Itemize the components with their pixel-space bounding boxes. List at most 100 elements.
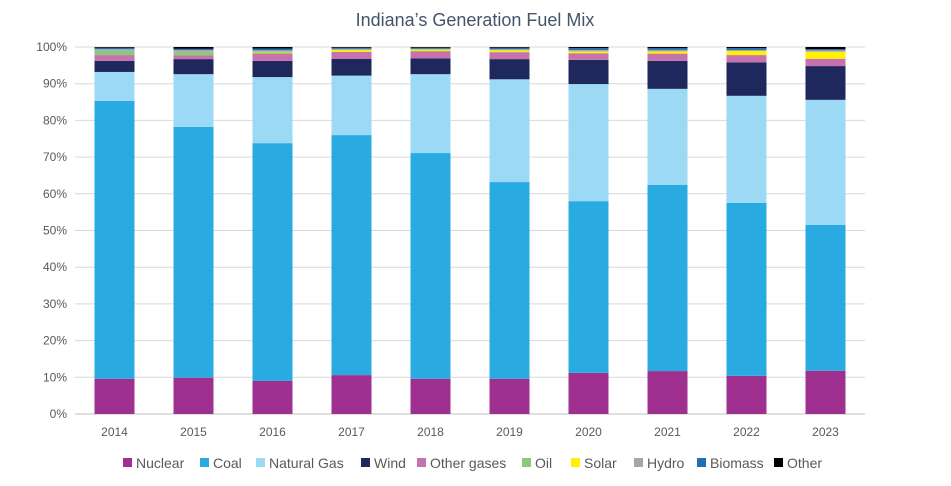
bar-segment-wind [252,60,293,78]
bar-segment-wind [568,59,609,85]
bar-segment-other [489,47,530,48]
legend-label: Nuclear [136,455,185,471]
legend-label: Hydro [647,455,685,471]
chart-title: Indiana’s Generation Fuel Mix [356,10,595,30]
bar-segment-natural-gas [331,75,372,136]
bar-segment-wind [489,59,530,80]
bar-stack-2015 [173,47,214,414]
bar-segment-other [805,47,846,50]
bar-segment-oil [410,51,451,52]
bar-segment-coal [647,184,688,372]
bar-segment-hydro [726,49,767,52]
bar-segment-coal [94,100,135,379]
legend-swatch [417,458,426,467]
legend-swatch [571,458,580,467]
x-axis: 2014 2015 2016 2017 2018 2019 2020 2021 2022 2023 [101,425,839,439]
bar-segment-nuclear [805,370,846,414]
bar-segment-natural-gas [568,84,609,202]
bar-segment-other [173,47,214,49]
bar-segment-hydro [410,48,451,50]
x-tick-label: 2019 [496,425,523,439]
bar-stack-2020 [568,47,609,414]
legend-item-hydro: Hydro [634,455,685,471]
bar-segment-coal [489,182,530,379]
legend-item-wind: Wind [361,455,406,471]
legend-item-other-gases: Other gases [417,455,506,471]
bar-segment-hydro [331,48,372,50]
bar-segment-solar [805,51,846,59]
bar-segment-nuclear [410,378,451,414]
bar-segment-nuclear [647,371,688,414]
x-tick-label: 2014 [101,425,128,439]
legend-item-natural-gas: Natural Gas [256,455,344,471]
bar-segment-other [94,47,135,48]
bar-stack-2022 [726,47,767,414]
bar-segment-biomass [726,48,767,50]
bar-segment-coal [805,224,846,371]
y-tick-label: 30% [43,297,67,311]
bar-segment-solar [252,51,293,53]
bars [94,47,846,414]
bar-segment-natural-gas [173,74,214,128]
bar-segment-biomass [647,48,688,50]
bar-segment-nuclear [726,375,767,414]
legend-item-nuclear: Nuclear [123,455,185,471]
bar-segment-hydro [647,49,688,52]
bar-segment-other [726,47,767,49]
bar-segment-solar [489,50,530,53]
bar-segment-coal [410,153,451,379]
bar-segment-biomass [252,48,293,51]
y-tick-label: 10% [43,370,67,384]
legend-item-solar: Solar [571,455,617,471]
bar-segment-hydro [94,49,135,51]
legend-item-other: Other [774,455,822,471]
bar-segment-nuclear [568,372,609,414]
bar-segment-nuclear [489,378,530,414]
bar-segment-nuclear [94,378,135,414]
bar-segment-nuclear [173,377,214,414]
x-tick-label: 2016 [259,425,286,439]
y-tick-label: 100% [36,40,67,54]
legend-swatch [634,458,643,467]
legend-label: Wind [374,455,406,471]
bar-segment-biomass [331,47,372,49]
bar-segment-coal [331,135,372,376]
bar-segment-wind [173,59,214,75]
y-tick-label: 80% [43,113,67,127]
bar-segment-wind [410,58,451,75]
bar-stack-2019 [489,47,530,414]
bar-segment-other-gases [410,51,451,59]
legend-item-oil: Oil [522,455,552,471]
bar-segment-other [252,47,293,49]
bar-segment-other [331,47,372,48]
bar-segment-hydro [805,50,846,52]
bar-segment-other-gases [647,53,688,61]
bar-segment-wind [94,60,135,72]
bar-stack-2017 [331,47,372,414]
bar-segment-solar [568,51,609,54]
bar-segment-hydro [568,49,609,52]
legend: Nuclear Coal Natural Gas Wind Other gases Oil… [123,455,822,471]
legend-item-biomass: Biomass [697,455,764,471]
bar-segment-other-gases [568,53,609,60]
bar-segment-natural-gas [805,99,846,225]
y-tick-label: 70% [43,150,67,164]
bar-segment-other-gases [94,55,135,61]
bar-segment-biomass [489,47,530,50]
bar-segment-coal [568,201,609,373]
legend-swatch [774,458,783,467]
bar-segment-other-gases [805,58,846,67]
legend-label: Other gases [430,455,506,471]
bar-segment-hydro [489,49,530,51]
bar-segment-hydro [173,49,214,52]
bar-segment-solar [331,49,372,52]
legend-swatch [256,458,265,467]
bar-stack-2023 [805,47,846,414]
bar-segment-natural-gas [489,79,530,183]
bar-stack-2021 [647,47,688,414]
legend-label: Biomass [710,455,764,471]
bar-segment-oil [173,51,214,56]
bar-segment-coal [726,202,767,376]
y-tick-label: 0% [50,407,68,421]
x-tick-label: 2018 [417,425,444,439]
